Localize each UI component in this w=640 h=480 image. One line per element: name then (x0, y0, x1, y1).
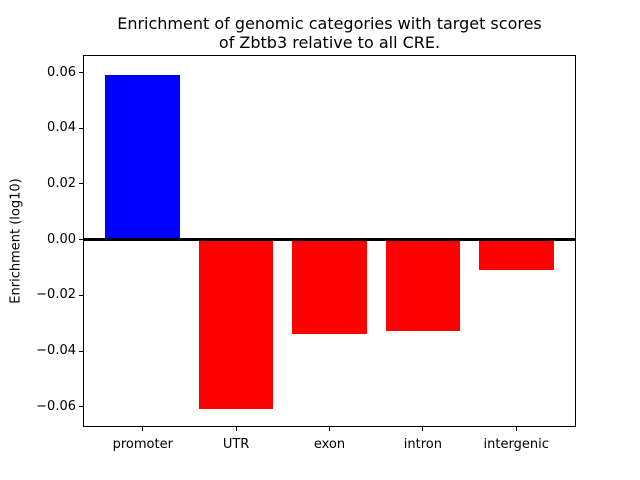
x-tick-label-intergenic: intergenic (483, 437, 549, 452)
y-tick-label: −0.02 (36, 287, 76, 303)
y-tick-label: 0.04 (47, 120, 76, 136)
x-tick-label-intron: intron (403, 437, 442, 452)
bar-intron (385, 239, 461, 332)
x-tick-mark (422, 427, 424, 431)
x-tick-mark (515, 427, 517, 431)
y-tick-mark (79, 406, 83, 408)
y-tick-label: 0.00 (47, 231, 76, 247)
y-tick-label: −0.04 (36, 343, 76, 358)
y-tick-label: 0.06 (47, 64, 76, 80)
x-tick-mark (329, 427, 330, 431)
x-tick-label-UTR: UTR (222, 437, 250, 452)
y-tick-label: 0.02 (47, 175, 76, 191)
chart-title-line1: Enrichment of genomic categories with ta… (117, 14, 542, 33)
chart-title-line2: of Zbtb3 relative to all CRE. (218, 33, 441, 52)
x-tick-mark (235, 427, 237, 431)
y-tick-mark (79, 350, 83, 352)
chart-title: Enrichment of genomic categories with ta… (83, 14, 576, 52)
y-tick-label: −0.06 (36, 398, 76, 414)
bar-exon (292, 239, 367, 335)
bar-intergenic (478, 239, 554, 271)
bar-UTR (198, 239, 274, 410)
zero-line (83, 238, 576, 241)
bar-promoter (105, 75, 181, 240)
y-tick-mark (79, 294, 83, 296)
y-tick-mark (79, 239, 83, 241)
y-tick-mark (79, 127, 83, 129)
y-tick-mark (79, 183, 83, 185)
x-tick-mark (142, 427, 144, 431)
x-tick-label-promoter: promoter (112, 437, 173, 452)
y-tick-mark (79, 72, 83, 73)
x-tick-label-exon: exon (313, 437, 346, 452)
